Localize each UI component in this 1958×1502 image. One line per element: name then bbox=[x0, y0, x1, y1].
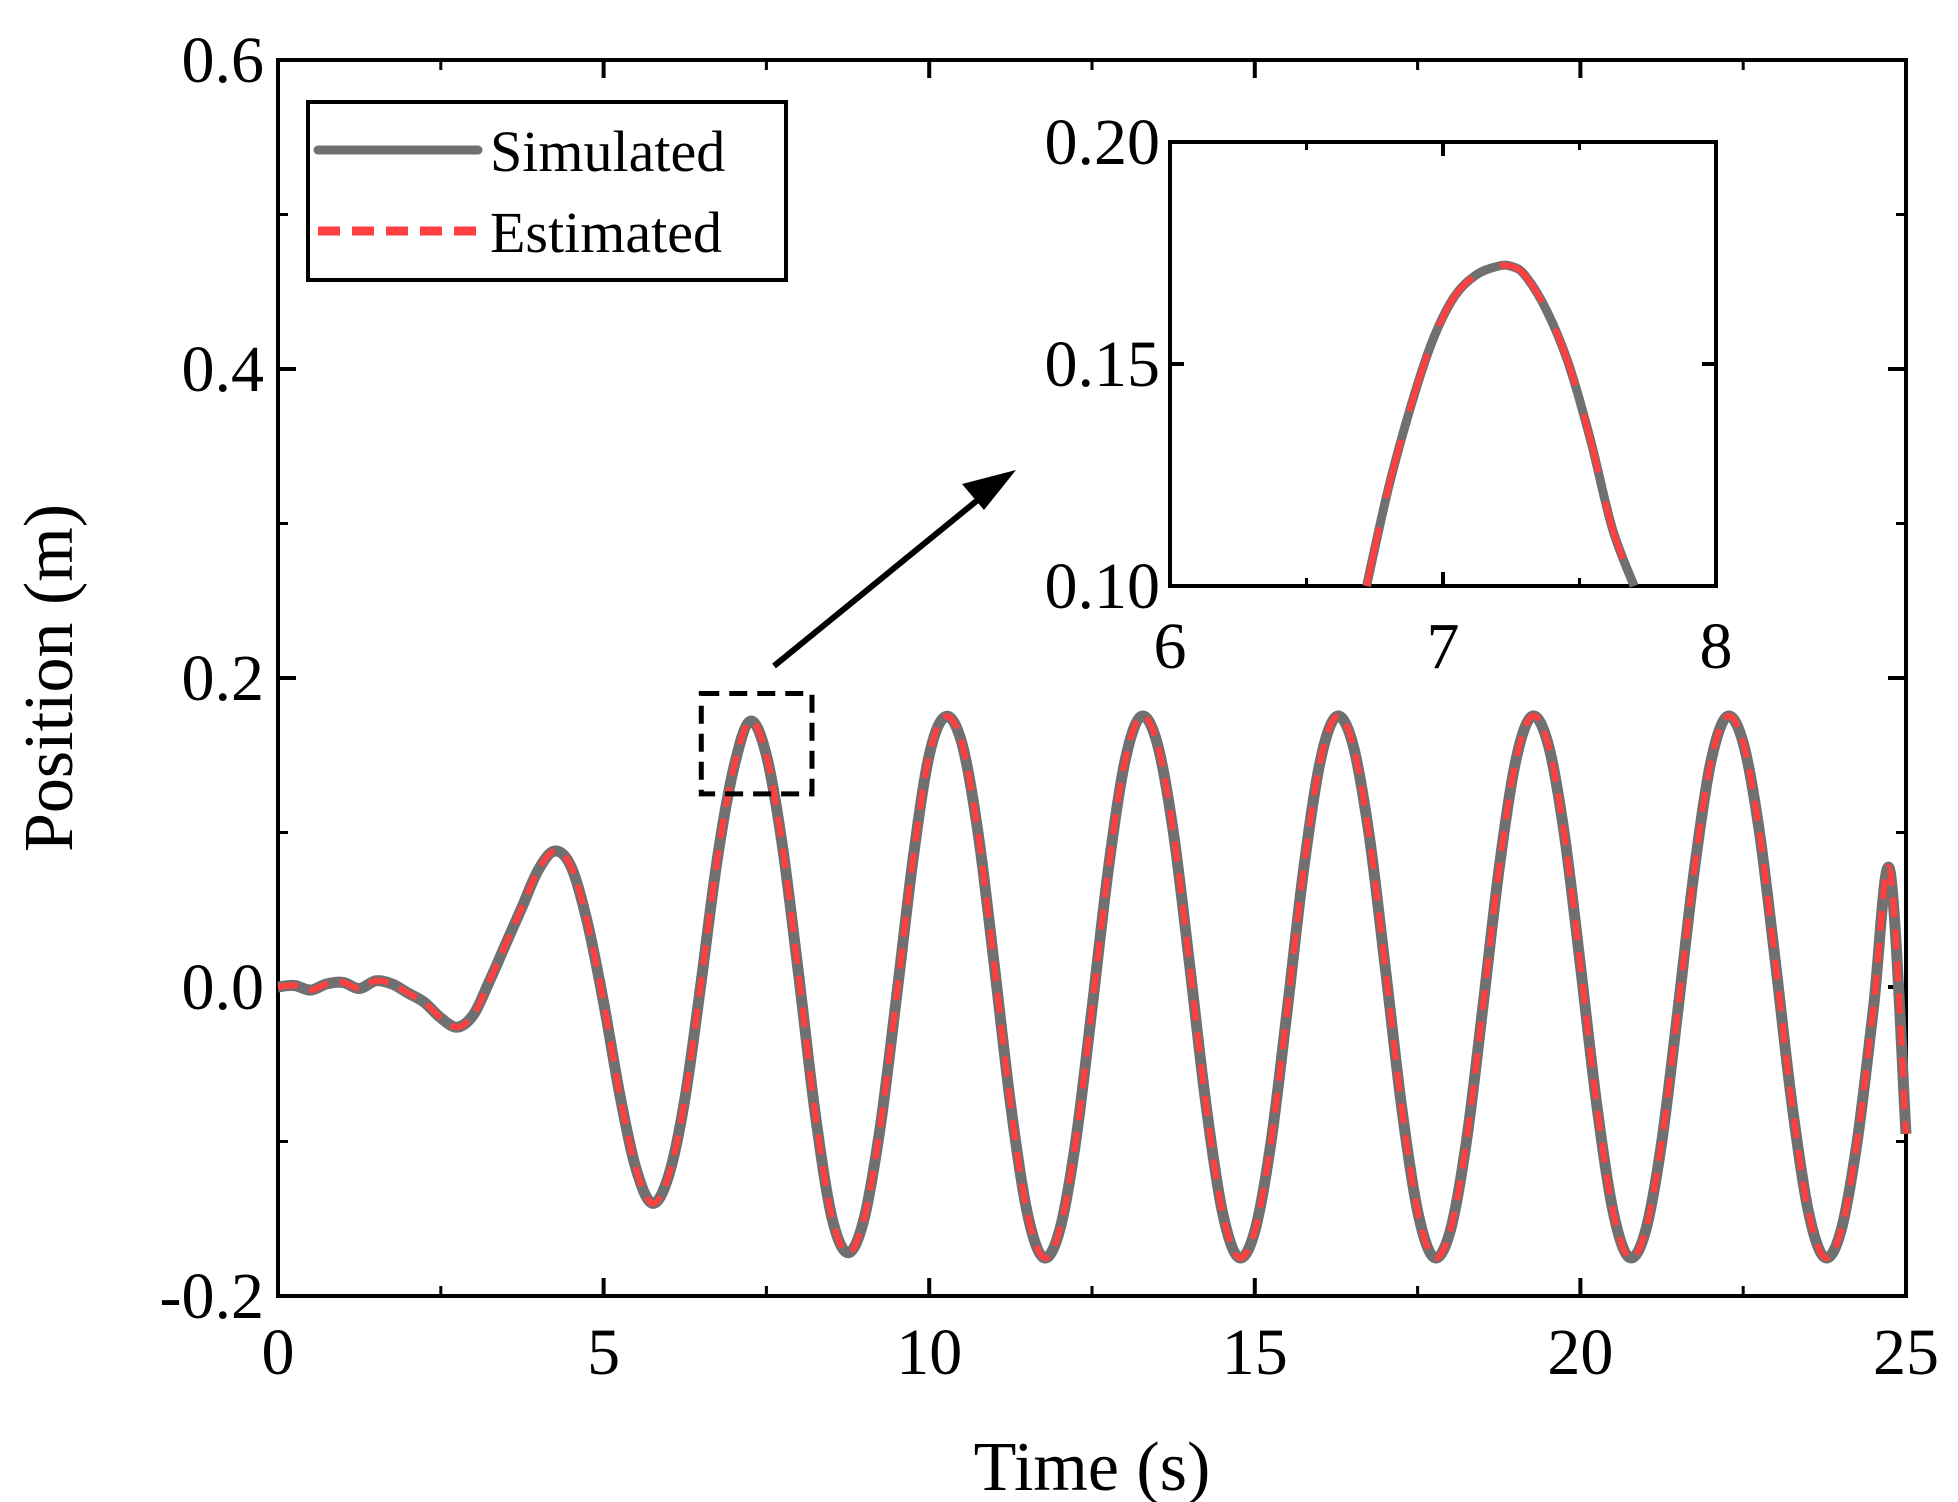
legend: Simulated Estimated bbox=[306, 100, 788, 282]
x-tick-label: 0 bbox=[262, 1316, 295, 1389]
x-tick-label: 5 bbox=[587, 1316, 620, 1389]
inset-y-tick-label: 0.15 bbox=[1045, 328, 1161, 401]
inset-x-tick-label: 8 bbox=[1700, 610, 1733, 683]
inset-x-tick-label: 6 bbox=[1154, 610, 1187, 683]
legend-label-estimated: Estimated bbox=[490, 200, 722, 265]
y-tick-label: 0.4 bbox=[182, 333, 265, 406]
inset-series-line-estimated bbox=[1363, 262, 1637, 588]
legend-box bbox=[306, 100, 788, 282]
y-tick-label: -0.2 bbox=[160, 1260, 264, 1333]
x-tick-label: 15 bbox=[1222, 1316, 1288, 1389]
legend-label-simulated: Simulated bbox=[490, 119, 725, 184]
inset-x-tick-label: 7 bbox=[1427, 610, 1460, 683]
zoom-arrow bbox=[772, 487, 992, 669]
x-tick-label: 10 bbox=[896, 1316, 962, 1389]
inset-frame bbox=[1168, 140, 1718, 588]
y-tick-label: 0.0 bbox=[182, 951, 265, 1024]
y-tick-label: 0.6 bbox=[182, 24, 265, 97]
zoom-box bbox=[698, 690, 815, 797]
inset-y-tick-label: 0.20 bbox=[1045, 106, 1161, 179]
inset-y-tick-label: 0.10 bbox=[1045, 550, 1161, 623]
x-tick-label: 25 bbox=[1873, 1316, 1939, 1389]
x-tick-label: 20 bbox=[1547, 1316, 1613, 1389]
y-axis-title: Position (m) bbox=[11, 504, 88, 852]
y-tick-label: 0.2 bbox=[182, 642, 265, 715]
series-line-estimated bbox=[277, 713, 1909, 1261]
inset-chart: 6 7 8 0.10 0.15 0.20 bbox=[1045, 106, 1733, 683]
zoom-arrowhead bbox=[962, 470, 1016, 510]
x-axis-title: Time (s) bbox=[974, 1429, 1211, 1502]
